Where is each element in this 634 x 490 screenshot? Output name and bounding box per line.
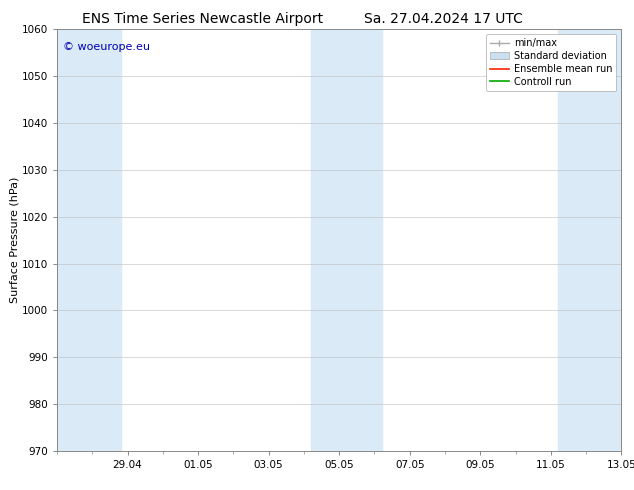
Y-axis label: Surface Pressure (hPa): Surface Pressure (hPa) bbox=[9, 177, 19, 303]
Text: Sa. 27.04.2024 17 UTC: Sa. 27.04.2024 17 UTC bbox=[365, 12, 523, 26]
Text: ENS Time Series Newcastle Airport: ENS Time Series Newcastle Airport bbox=[82, 12, 323, 26]
Bar bbox=[311, 29, 382, 451]
Bar bbox=[558, 29, 628, 451]
Legend: min/max, Standard deviation, Ensemble mean run, Controll run: min/max, Standard deviation, Ensemble me… bbox=[486, 34, 616, 91]
Bar bbox=[57, 29, 120, 451]
Text: © woeurope.eu: © woeurope.eu bbox=[63, 42, 150, 52]
